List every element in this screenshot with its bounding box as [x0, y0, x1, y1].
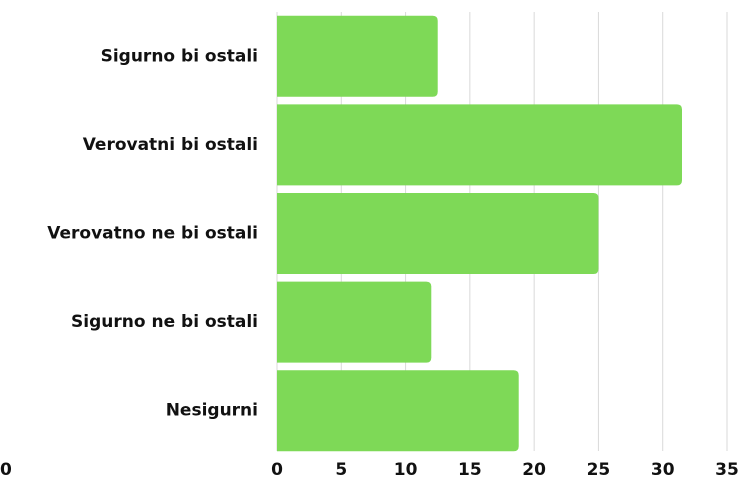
x-tick-label: 5 — [335, 460, 347, 479]
y-tick-label: Verovatno ne bi ostali — [47, 224, 258, 244]
annotation: 0 — [0, 460, 12, 479]
x-tick-label: 35 — [715, 460, 739, 479]
x-tick-label: 15 — [458, 460, 482, 479]
bar — [277, 15, 438, 97]
bar — [277, 370, 519, 452]
bar — [277, 281, 432, 363]
x-tick-label: 10 — [394, 460, 418, 479]
y-tick-label: Nesigurni — [166, 401, 258, 421]
y-tick-label: Verovatni bi ostali — [83, 135, 258, 155]
bar — [277, 193, 599, 274]
x-tick-label: 0 — [271, 460, 283, 479]
bar — [277, 104, 682, 186]
y-tick-label: Sigurno bi ostali — [101, 46, 258, 66]
x-tick-label: 30 — [651, 460, 675, 479]
y-tick-label: Sigurno ne bi ostali — [71, 312, 258, 332]
x-tick-label: 25 — [587, 460, 611, 479]
x-tick-label: 20 — [522, 460, 546, 479]
